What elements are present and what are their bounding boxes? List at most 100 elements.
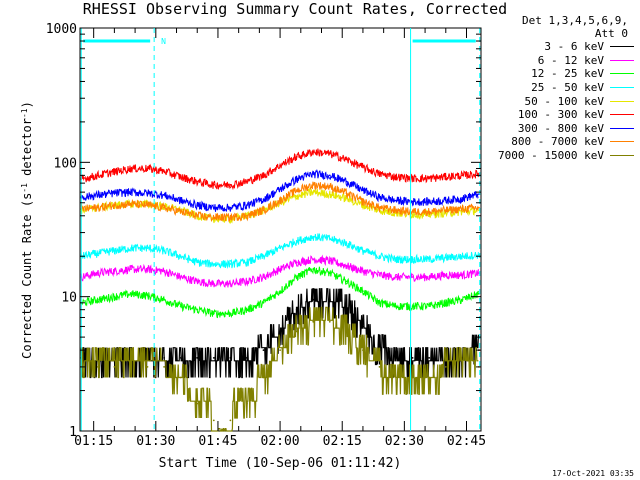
- series-point-800-7000-kev: [212, 216, 215, 219]
- series-point-6-12-kev: [96, 272, 99, 274]
- legend-entry-label: 800 - 7000 keV: [511, 135, 604, 149]
- x-tick-label: 01:30: [136, 434, 175, 449]
- series-point-25-50-kev: [113, 249, 116, 252]
- y-tick-label: 10: [61, 291, 77, 306]
- series-point-7000-15000-kev: [362, 349, 364, 351]
- series-point-50-100-kev: [345, 197, 348, 200]
- legend-entry-label: 25 - 50 keV: [531, 81, 604, 95]
- series-point-100-300-kev: [328, 152, 331, 155]
- series-point-300-800-kev: [279, 188, 281, 191]
- legend-entry: 50 - 100 keV: [484, 94, 634, 108]
- series-point-7000-15000-kev: [229, 419, 232, 422]
- x-tick-label: 01:15: [74, 434, 113, 449]
- series-point-6-12-kev: [461, 274, 464, 276]
- series-point-25-50-kev: [411, 258, 414, 261]
- series-point-300-800-kev: [146, 192, 149, 195]
- series-point-25-50-kev: [212, 263, 215, 265]
- series-line-300-800-kev: [80, 169, 479, 212]
- series-point-12-25-kev: [163, 298, 166, 301]
- legend-rows: 3 - 6 keV 6 - 12 keV 12 - 25 keV 25 - 50 ke…: [484, 40, 634, 162]
- series-point-6-12-kev: [444, 274, 447, 276]
- x-tick-label: 02:00: [261, 434, 300, 449]
- series-point-100-300-kev: [96, 174, 99, 177]
- series-point-25-50-kev: [146, 247, 149, 250]
- series-point-3-6-kev: [411, 357, 414, 359]
- series-point-800-7000-kev: [295, 189, 298, 192]
- series-point-800-7000-kev: [428, 210, 431, 213]
- series-3-6-kev: [80, 288, 480, 379]
- y-tick-label: 1: [69, 425, 77, 440]
- series-point-800-7000-kev: [461, 208, 464, 210]
- series-point-7000-15000-kev: [328, 320, 331, 323]
- series-point-3-6-kev: [328, 298, 331, 301]
- series-point-7000-15000-kev: [395, 376, 397, 379]
- series-point-100-300-kev: [179, 175, 182, 178]
- series-point-6-12-kev: [163, 270, 166, 272]
- series-300-800-kev: [80, 169, 480, 212]
- series-25-50-kev: [80, 233, 480, 269]
- series-point-300-800-kev: [295, 178, 298, 181]
- series-point-100-300-kev: [395, 175, 397, 178]
- legend-entry: 25 - 50 keV: [484, 81, 634, 95]
- legend-entry: 800 - 7000 keV: [484, 135, 634, 149]
- legend-entry-label: 7000 - 15000 keV: [498, 149, 604, 163]
- series-point-3-6-kev: [295, 308, 298, 311]
- legend-entry-swatch: [610, 46, 634, 48]
- series-point-12-25-kev: [378, 301, 381, 304]
- series-100-300-kev: [80, 148, 480, 191]
- series-point-7000-15000-kev: [428, 376, 431, 379]
- series-point-3-6-kev: [262, 349, 265, 351]
- series-point-300-800-kev: [411, 200, 414, 203]
- series-point-100-300-kev: [345, 158, 348, 161]
- series-point-25-50-kev: [378, 255, 381, 258]
- series-point-800-7000-kev: [196, 214, 199, 217]
- series-point-6-12-kev: [212, 282, 215, 285]
- series-point-6-12-kev: [196, 280, 199, 283]
- y-tick-label: 1000: [46, 22, 77, 37]
- series-point-800-7000-kev: [130, 203, 132, 205]
- series-point-100-300-kev: [378, 173, 381, 175]
- series-point-12-25-kev: [146, 294, 149, 297]
- series-point-100-300-kev: [279, 164, 281, 167]
- legend-entry-label: 3 - 6 keV: [544, 40, 604, 54]
- series-point-6-12-kev: [428, 276, 431, 278]
- legend-entry-swatch: [610, 141, 634, 143]
- y-axis-label-part2: detector: [20, 118, 34, 183]
- series-point-25-50-kev: [246, 261, 248, 264]
- series-point-800-7000-kev: [328, 185, 331, 188]
- x-tick-label: 02:15: [323, 434, 362, 449]
- series-point-3-6-kev: [196, 357, 199, 359]
- series-point-7000-15000-kev: [246, 402, 248, 405]
- legend-entry: 12 - 25 keV: [484, 67, 634, 81]
- series-point-300-800-kev: [362, 189, 364, 192]
- series-800-7000-kev: [80, 181, 480, 223]
- legend-detectors: Det 1,3,4,5,6,9,: [522, 14, 628, 27]
- series-point-6-12-kev: [146, 268, 149, 271]
- series-point-300-800-kev: [229, 206, 232, 209]
- series-point-100-300-kev: [146, 167, 149, 170]
- series-point-12-25-kev: [461, 298, 464, 301]
- series-point-12-25-kev: [395, 305, 397, 307]
- series-point-7000-15000-kev: [146, 366, 149, 368]
- legend: Det 1,3,4,5,6,9, Att 0 3 - 6 keV 6 - 12 k…: [484, 14, 634, 162]
- series-point-800-7000-kev: [279, 199, 281, 202]
- series-point-25-50-kev: [444, 256, 447, 259]
- footer-timestamp: 17-Oct-2021 03:35: [552, 469, 634, 478]
- series-point-12-25-kev: [113, 295, 116, 298]
- legend-entry-label: 6 - 12 keV: [537, 53, 604, 67]
- series-point-6-12-kev: [378, 274, 381, 276]
- series-point-3-6-kev: [229, 357, 232, 359]
- series-point-12-25-kev: [279, 290, 281, 292]
- series-point-300-800-kev: [378, 196, 381, 199]
- series-point-7000-15000-kev: [378, 366, 381, 368]
- series-point-50-100-kev: [312, 191, 315, 194]
- series-point-300-800-kev: [328, 174, 331, 177]
- series-point-50-100-kev: [295, 195, 298, 198]
- x-tick-label: 02:30: [385, 434, 424, 449]
- series-point-3-6-kev: [179, 357, 182, 359]
- series-point-3-6-kev: [246, 357, 248, 359]
- series-point-12-25-kev: [295, 276, 298, 278]
- series-point-6-12-kev: [179, 276, 182, 278]
- series-point-25-50-kev: [130, 247, 132, 250]
- series-point-6-12-kev: [328, 259, 331, 262]
